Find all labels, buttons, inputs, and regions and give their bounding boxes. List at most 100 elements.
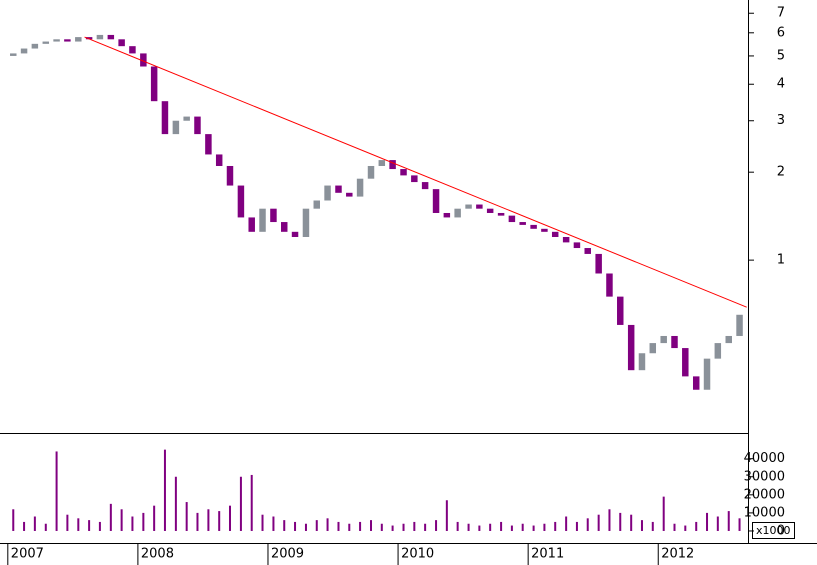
price-bar [638, 353, 646, 371]
volume-bar [738, 518, 741, 531]
volume-bar [207, 509, 210, 531]
price-bar [508, 215, 516, 223]
price-bar [617, 296, 624, 325]
price-bar [682, 348, 689, 377]
volume-bar [142, 512, 145, 531]
price-bar [606, 273, 613, 297]
price-bar [10, 53, 17, 56]
volume-bar [33, 516, 36, 531]
price-bar [421, 182, 429, 190]
volume-bar [294, 521, 297, 531]
price-bar [291, 231, 299, 237]
volume-bar [23, 521, 26, 531]
volume-bar [640, 520, 643, 531]
volume-bar [109, 503, 112, 531]
price-bar [541, 228, 548, 232]
price-bar [259, 208, 266, 232]
price-bar [237, 185, 245, 218]
price-bar [270, 208, 277, 223]
price-bar [215, 154, 223, 166]
volume-bar [608, 509, 611, 531]
price-bar [465, 204, 472, 209]
volume-bar [684, 525, 687, 531]
volume-bar [727, 511, 730, 531]
volume-bar [77, 518, 80, 531]
volume-unit-label: x1000 [756, 524, 791, 537]
price-bar [194, 116, 201, 135]
price-bar [172, 120, 180, 135]
price-bar [432, 189, 440, 213]
price-bar [53, 39, 60, 42]
trendline [84, 36, 747, 308]
price-bar [736, 314, 743, 336]
volume-bar [521, 523, 524, 531]
volume-bar [218, 511, 221, 531]
price-bar [725, 335, 732, 344]
price-bar [530, 224, 537, 229]
price-bar [281, 222, 288, 232]
volume-bar [359, 521, 362, 531]
price-bar [584, 248, 591, 254]
volume-bar [98, 521, 101, 531]
volume-bar [261, 514, 264, 531]
volume-bar [55, 451, 58, 531]
volume-bar [88, 520, 91, 531]
x-tick-label: 2012 [661, 547, 694, 562]
volume-bar [348, 523, 351, 531]
price-bar [476, 204, 483, 209]
price-bar [660, 335, 667, 344]
volume-bar [662, 496, 665, 531]
volume-bar [478, 525, 481, 531]
price-bar [150, 66, 158, 102]
volume-bar [651, 521, 654, 531]
volume-bar [228, 505, 231, 531]
price-bar [649, 343, 657, 354]
price-bar [96, 34, 104, 40]
price-bar [562, 236, 570, 243]
price-bar [400, 169, 407, 176]
price-bar [118, 39, 125, 47]
y-tick-label: 5 [777, 48, 785, 63]
volume-bar [575, 521, 578, 531]
price-bar [64, 39, 71, 42]
volume-bar [706, 512, 709, 531]
x-tick-label: 2008 [141, 547, 174, 562]
price-bar [75, 37, 82, 42]
volume-bar [304, 523, 307, 531]
price-bar [313, 200, 321, 209]
price-bar [248, 217, 255, 232]
price-bar [335, 185, 342, 193]
price-bar [692, 376, 700, 390]
price-bar [161, 101, 169, 135]
price-bar [411, 175, 418, 183]
volume-bar [445, 500, 448, 531]
volume-bar [131, 516, 134, 531]
price-bar [714, 343, 722, 359]
y-tick-label: 1 [777, 253, 785, 268]
volume-tick-label: 20000 [744, 487, 785, 502]
volume-bar [120, 509, 123, 531]
volume-bar [532, 525, 535, 531]
price-bar [367, 165, 375, 179]
volume-bar [565, 516, 568, 531]
volume-bar [413, 521, 416, 531]
volume-bar [370, 520, 373, 531]
volume-bar [391, 525, 394, 531]
volume-bar [619, 512, 622, 531]
volume-bar [435, 520, 438, 531]
volume-bar [250, 474, 253, 531]
volume-bar [337, 521, 340, 531]
volume-bar [239, 476, 242, 531]
price-bar [519, 222, 526, 225]
y-tick-label: 3 [777, 113, 785, 128]
volume-bar [272, 516, 275, 531]
volume-bar [163, 449, 166, 531]
volume-bar [153, 505, 156, 531]
volume-bar [380, 523, 383, 531]
volume-bar [510, 525, 513, 531]
price-bar [443, 212, 451, 218]
volume-bar [185, 502, 188, 531]
volume-bar [12, 509, 15, 531]
price-bar [42, 41, 50, 44]
